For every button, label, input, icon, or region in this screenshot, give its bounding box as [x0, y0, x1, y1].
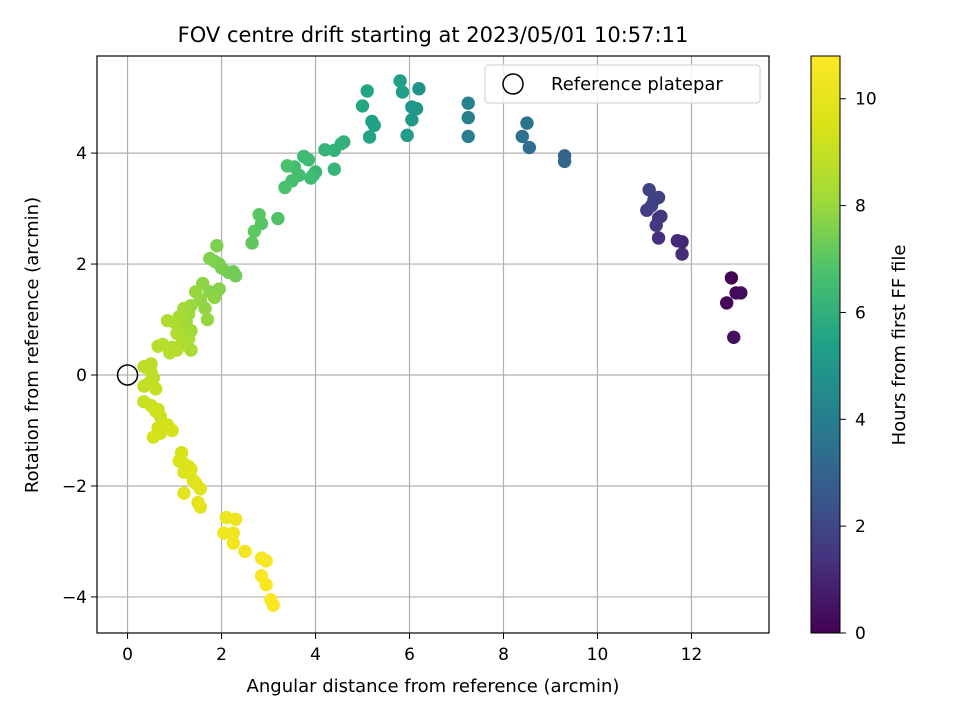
data-point [461, 129, 475, 144]
data-point [405, 113, 419, 127]
data-point [170, 343, 184, 357]
data-point [409, 102, 424, 116]
data-point [515, 129, 529, 144]
data-point [675, 247, 689, 261]
data-point [400, 128, 414, 143]
colorbar-tick-label: 8 [855, 197, 866, 217]
data-point [259, 554, 273, 568]
colorbar-ticks: 0 2 4 6 8 10 [840, 90, 877, 644]
data-point [203, 251, 217, 266]
legend-label: Reference platepar [551, 74, 723, 95]
data-point [151, 339, 165, 353]
data-point [522, 140, 537, 155]
colorbar-tick-label: 4 [855, 410, 866, 430]
y-tick-label: 4 [76, 144, 87, 164]
y-tick-label: 0 [76, 366, 87, 386]
data-point [200, 312, 215, 327]
x-axis-label: Angular distance from reference (arcmin) [247, 676, 620, 697]
data-point [228, 512, 243, 526]
colorbar-label: Hours from first FF file [889, 245, 910, 446]
data-point [170, 326, 184, 341]
colorbar-tick-label: 6 [855, 303, 866, 323]
x-tick-label: 8 [498, 645, 509, 665]
data-point [461, 110, 475, 125]
data-point [367, 118, 381, 133]
data-point [297, 149, 311, 164]
data-point [149, 404, 163, 418]
data-point [193, 482, 208, 496]
data-point [520, 116, 534, 130]
data-point [355, 99, 370, 113]
data-point [165, 423, 179, 438]
chart-title: FOV centre drift starting at 2023/05/01 … [178, 23, 689, 47]
data-point [226, 536, 240, 550]
data-point [271, 211, 285, 226]
data-point [642, 183, 656, 197]
data-point [247, 224, 262, 239]
data-point [280, 159, 295, 173]
data-point [188, 285, 203, 299]
data-point [266, 598, 280, 612]
colorbar [810, 55, 841, 634]
y-tick-label: −2 [62, 477, 87, 497]
data-point [226, 526, 240, 540]
x-tick-label: 4 [310, 645, 321, 665]
x-tick-label: 10 [587, 645, 609, 665]
y-tick-label: 2 [76, 255, 87, 275]
legend-box [484, 64, 761, 104]
data-point [651, 231, 666, 245]
data-point [644, 199, 659, 213]
data-point [393, 74, 407, 88]
x-tick-label: 2 [216, 645, 227, 665]
data-point [727, 330, 741, 344]
data-point [412, 82, 426, 96]
data-point [360, 84, 374, 98]
y-tick-label: −4 [62, 588, 87, 608]
data-point [278, 180, 292, 195]
data-point [720, 296, 734, 310]
data-point [177, 486, 191, 500]
y-axis-ticks: −4 −2 0 2 4 [62, 144, 97, 608]
legend: Reference platepar [484, 64, 761, 104]
data-point [207, 290, 222, 305]
data-point [146, 430, 161, 444]
data-point [210, 239, 224, 253]
reference-marker [116, 364, 139, 386]
data-point [318, 143, 332, 157]
plot-grid [97, 56, 769, 633]
colorbar-tick-label: 10 [855, 90, 877, 110]
colorbar-tick-label: 0 [855, 624, 866, 644]
data-points [137, 74, 748, 612]
data-point [238, 544, 252, 559]
x-tick-label: 12 [681, 645, 703, 665]
data-point [245, 236, 259, 250]
x-tick-label: 6 [404, 645, 415, 665]
legend-marker [502, 73, 524, 95]
data-point [557, 154, 572, 169]
data-point [137, 379, 151, 393]
data-point [193, 500, 208, 514]
data-point [670, 234, 685, 248]
data-point [217, 526, 231, 540]
data-point [160, 313, 175, 328]
data-point [461, 96, 475, 110]
x-tick-label: 0 [122, 645, 133, 665]
data-point [177, 465, 191, 479]
colorbar-tick-label: 2 [855, 517, 866, 537]
data-point [734, 286, 748, 300]
plot-frame [96, 55, 770, 634]
data-point [724, 271, 739, 285]
x-axis-ticks: 0 2 4 6 8 10 12 [122, 633, 702, 665]
data-point [395, 85, 410, 99]
data-point [327, 162, 342, 176]
data-point [362, 130, 377, 144]
data-point [304, 171, 318, 185]
y-axis-label: Rotation from reference (arcmin) [22, 197, 43, 493]
data-point [259, 578, 273, 592]
data-point [649, 218, 663, 232]
data-point [252, 207, 266, 222]
data-point [149, 382, 163, 396]
